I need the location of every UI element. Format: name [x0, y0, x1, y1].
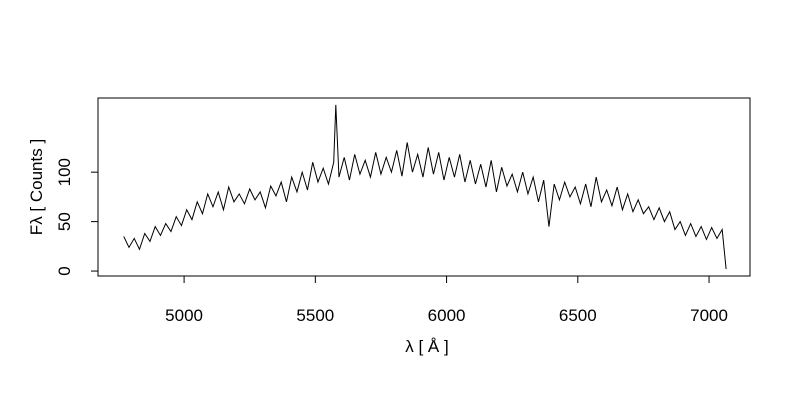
x-tick-label: 7000	[690, 306, 728, 325]
y-tick-label: 100	[55, 158, 74, 186]
plot-frame	[97, 97, 751, 277]
y-tick-label: 50	[55, 212, 74, 231]
x-tick-label: 5000	[165, 306, 203, 325]
x-tick-label: 6500	[559, 306, 597, 325]
y-axis-label: Fλ [ Counts ]	[27, 139, 46, 235]
x-axis-label: λ [ Å ]	[405, 337, 448, 356]
spectrum-line	[123, 104, 727, 270]
y-tick-label: 0	[55, 266, 74, 275]
x-tick-label: 5500	[296, 306, 334, 325]
x-tick-label: 6000	[428, 306, 466, 325]
